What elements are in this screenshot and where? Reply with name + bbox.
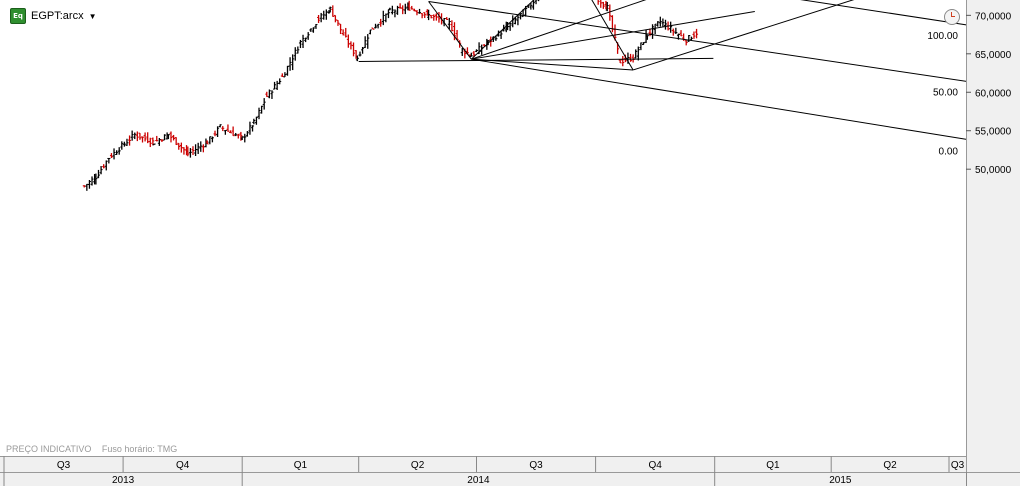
year-label: 2013: [112, 475, 135, 486]
year-label: 2014: [467, 475, 490, 486]
symbol-selector[interactable]: Eq EGPT:arcx ▼: [10, 8, 97, 24]
price-note: PREÇO INDICATIVO: [6, 444, 92, 454]
quarter-label: Q4: [176, 460, 190, 471]
quarter-label: Q4: [648, 460, 662, 471]
quarter-label: Q3: [57, 460, 71, 471]
fan-line[interactable]: [471, 58, 1020, 154]
y-tick-label: 65,0000: [975, 50, 1012, 61]
chevron-down-icon[interactable]: ▼: [88, 11, 97, 21]
trendline-median[interactable]: [471, 10, 755, 60]
quarter-label: Q3: [951, 460, 965, 471]
fan-line-label: 0.00: [939, 147, 959, 158]
fan-line-label: 50.00: [933, 87, 958, 98]
plot-area[interactable]: [0, 0, 966, 456]
fan-line[interactable]: [632, 0, 1020, 71]
exchange-logo-icon: Eq: [10, 8, 26, 24]
fan-line[interactable]: [471, 0, 881, 60]
trendline-bottom-horizontal[interactable]: [358, 57, 714, 62]
y-tick-label: 55,0000: [975, 127, 1012, 138]
fan-line-label: 100.00: [927, 31, 958, 42]
y-tick-label: 70,0000: [975, 11, 1012, 22]
x-axis-quarters: [0, 456, 966, 472]
chart-footnote: PREÇO INDICATIVO Fuso horário: TMG: [6, 444, 185, 454]
y-axis-panel: [966, 0, 1020, 472]
quarter-label: Q2: [883, 460, 897, 471]
year-label: 2015: [829, 475, 852, 486]
quarter-label: Q1: [294, 460, 308, 471]
symbol-label: EGPT:arcx: [31, 10, 84, 22]
quarter-label: Q3: [529, 460, 543, 471]
fan-line[interactable]: [428, 0, 1020, 95]
trendline-swing-c[interactable]: [471, 58, 634, 71]
trendline-swing-d[interactable]: [428, 1, 472, 60]
y-tick-label: 60,0000: [975, 88, 1012, 99]
quarter-label: Q1: [766, 460, 780, 471]
timezone-note: Fuso horário: TMG: [101, 444, 178, 454]
y-tick-label: 50,0000: [975, 165, 1012, 176]
quarter-label: Q2: [411, 460, 425, 471]
trendline-swing-a[interactable]: [470, 0, 571, 60]
x-axis-years: [0, 472, 1020, 486]
trendline-swing-b[interactable]: [571, 0, 634, 71]
clock-icon[interactable]: [944, 9, 960, 25]
